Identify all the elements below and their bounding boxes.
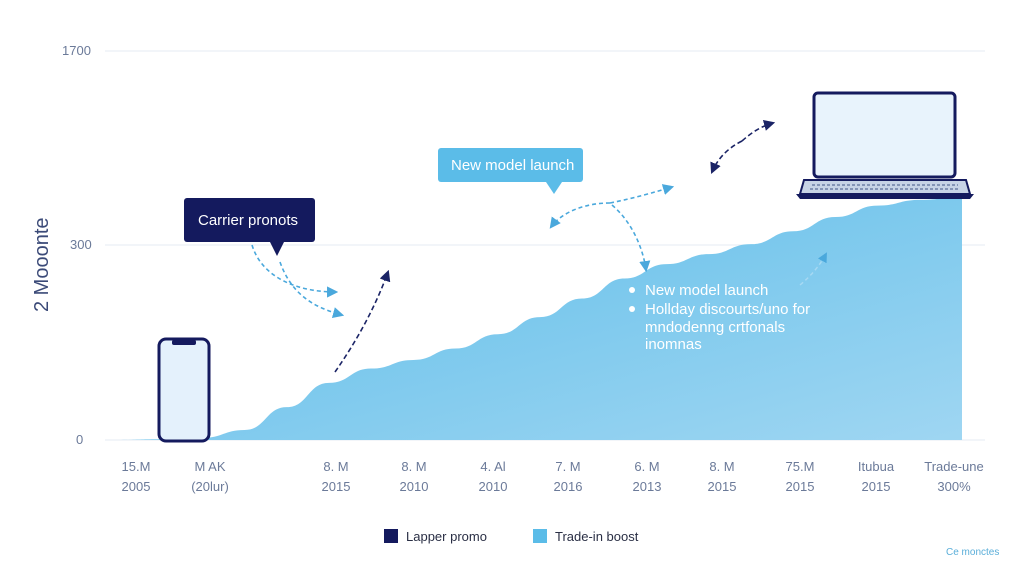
- x-tick-bottom-7: 2015: [708, 479, 737, 494]
- x-tick-bottom-2: 2015: [322, 479, 351, 494]
- arrow-laptop-2: [741, 119, 776, 142]
- arrow-laptop-1: [710, 140, 743, 175]
- arrow-carrier-2: [279, 261, 345, 319]
- note-line-4: inomnas: [645, 336, 702, 353]
- legend: Lapper promo Trade-in boost: [384, 529, 639, 544]
- x-tick-top-9: Itubua: [858, 459, 895, 474]
- carrier-promos-callout: Carrier pronots: [184, 198, 315, 256]
- series-area-trade-in-boost: [118, 197, 962, 440]
- arrow-launch-right: [609, 184, 675, 204]
- legend-label-lapper-promo: Lapper promo: [406, 529, 487, 544]
- footer-note: Ce monctes: [946, 547, 999, 558]
- x-tick-bottom-8: 2015: [786, 479, 815, 494]
- note-line-2: Hollday discourts/uno for: [645, 301, 810, 318]
- new-model-launch-label: New model launch: [451, 157, 574, 174]
- x-tick-top-7: 8. M: [709, 459, 734, 474]
- x-tick-top-0: 15.M: [122, 459, 151, 474]
- y-tick-1700: 1700: [62, 43, 91, 58]
- legend-label-trade-in-boost: Trade-in boost: [555, 529, 639, 544]
- x-tick-top-1: M AK: [194, 459, 225, 474]
- x-tick-bottom-4: 2010: [479, 479, 508, 494]
- x-tick-top-8: 75.M: [786, 459, 815, 474]
- x-tick-top-4: 4. Al: [480, 459, 505, 474]
- carrier-promos-label: Carrier pronots: [198, 212, 298, 229]
- note-bullet-1: [629, 287, 635, 293]
- annotation-notes: New model launch Hollday discourts/uno f…: [629, 282, 810, 353]
- y-tick-0: 0: [76, 432, 83, 447]
- arrow-to-notes: [611, 204, 651, 273]
- arrow-carrier-1: [251, 244, 339, 298]
- arrow-up-growth: [334, 269, 391, 373]
- x-axis-ticks: 15.M 2005 M AK (20lur) 8. M 2015 8. M 2010 4. Al…: [122, 459, 984, 494]
- x-tick-bottom-10: 300%: [937, 479, 971, 494]
- annotation-arrows: [251, 119, 827, 373]
- legend-swatch-lapper-promo: [384, 529, 398, 543]
- x-tick-bottom-1: (20lur): [191, 479, 229, 494]
- arrow-right-faint: [799, 252, 827, 286]
- arrow-launch-left: [549, 202, 611, 229]
- x-tick-bottom-0: 2005: [122, 479, 151, 494]
- new-model-launch-callout: New model launch: [438, 148, 583, 194]
- x-tick-bottom-6: 2013: [633, 479, 662, 494]
- legend-swatch-trade-in-boost: [533, 529, 547, 543]
- x-tick-top-6: 6. M: [634, 459, 659, 474]
- laptop-icon: [796, 91, 974, 199]
- x-tick-bottom-9: 2015: [862, 479, 891, 494]
- x-tick-top-3: 8. M: [401, 459, 426, 474]
- x-tick-top-2: 8. M: [323, 459, 348, 474]
- note-line-1: New model launch: [645, 282, 768, 299]
- x-tick-bottom-3: 2010: [400, 479, 429, 494]
- smartphone-icon: [157, 337, 211, 443]
- x-tick-bottom-5: 2016: [554, 479, 583, 494]
- x-tick-top-5: 7. M: [555, 459, 580, 474]
- x-tick-top-10: Trade-une: [924, 459, 984, 474]
- y-tick-300: 300: [70, 237, 92, 252]
- note-bullet-2: [629, 306, 635, 312]
- y-axis-label: 2 Mooonte: [31, 217, 53, 312]
- note-line-3: mndodenng crtfonals: [645, 319, 785, 336]
